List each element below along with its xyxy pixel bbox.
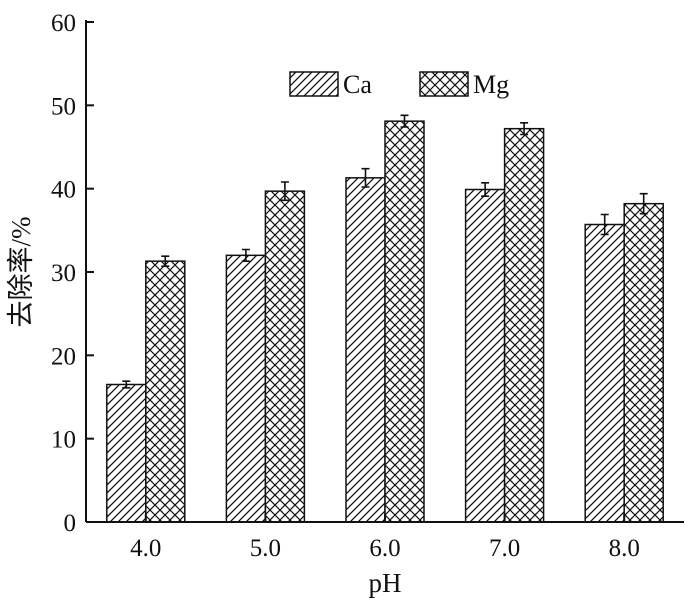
error-bar-ca-7.0 (481, 182, 490, 197)
y-tick-label: 50 (51, 93, 76, 120)
error-bar-mg-5.0 (280, 181, 289, 202)
legend-label-mg: Mg (473, 70, 509, 99)
bar-mg-8.0 (623, 202, 664, 523)
bar-mg-5.0 (264, 190, 306, 523)
bar-ca-6.0 (345, 177, 386, 523)
y-tick-label: 30 (51, 260, 76, 287)
legend-swatch-ca (289, 71, 339, 97)
bar-ca-8.0 (584, 223, 625, 523)
y-tick-label: 10 (51, 427, 76, 454)
bar-mg-7.0 (503, 127, 545, 523)
y-tick-label: 60 (51, 10, 76, 37)
error-bar-mg-6.0 (400, 114, 409, 128)
x-tick-label: 5.0 (250, 535, 281, 562)
error-bar-mg-8.0 (639, 192, 648, 215)
bar-mg-4.0 (145, 260, 186, 523)
error-bar-ca-5.0 (241, 248, 250, 262)
bar-mg-6.0 (384, 120, 425, 523)
bars-layer (106, 114, 664, 523)
error-bar-mg-4.0 (161, 255, 170, 267)
axes-layer: 0 10 20 30 40 50 60 4.0 5.0 6.0 7.0 8.0 (51, 10, 684, 562)
x-tick-label: 8.0 (609, 535, 640, 562)
y-tick-label: 20 (51, 343, 76, 370)
error-bar-mg-7.0 (520, 122, 529, 136)
error-bar-ca-4.0 (122, 380, 131, 389)
error-bar-ca-8.0 (600, 213, 609, 236)
legend-label-ca: Ca (343, 70, 372, 99)
x-axis-title: pH (369, 568, 402, 598)
x-tick-label: 7.0 (489, 535, 520, 562)
y-axis-title: 去除率/% (6, 217, 36, 328)
bar-ca-7.0 (464, 188, 506, 523)
x-tick-label: 6.0 (369, 535, 400, 562)
legend-swatch-mg (419, 71, 469, 97)
bar-ca-4.0 (106, 383, 147, 523)
error-bar-ca-6.0 (361, 167, 370, 188)
x-tick-label: 4.0 (130, 535, 161, 562)
y-tick-label: 40 (51, 177, 76, 204)
bar-ca-5.0 (225, 254, 267, 523)
legend: Ca Mg (289, 70, 509, 99)
y-tick-label: 0 (64, 510, 77, 537)
